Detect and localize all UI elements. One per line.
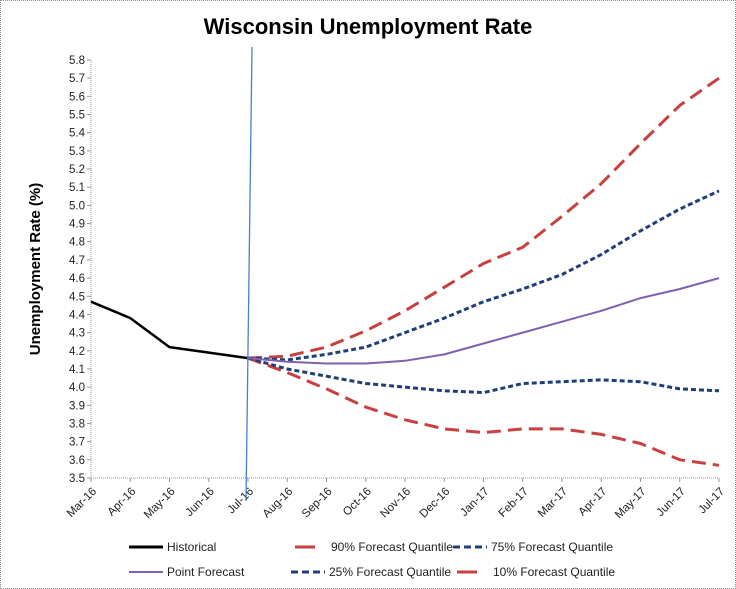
y-tick-label: 5.2 (69, 164, 85, 176)
y-axis-label: Unemployment Rate (%) (27, 183, 44, 356)
x-tick-label: Jun-17 (655, 486, 688, 519)
series-lines (90, 76, 720, 467)
y-tick-label: 4.0 (69, 382, 85, 394)
forecast-start-marker (245, 46, 253, 502)
x-tick-label: Apr-17 (576, 486, 609, 519)
y-tick-label: 4.9 (69, 219, 85, 231)
legend: Historical 90% Forecast Quantile 75% Forec… (129, 540, 615, 579)
x-tick-label: May-17 (613, 486, 649, 522)
y-tick-label: 3.5 (69, 473, 85, 485)
y-tick-label: 4.7 (69, 255, 85, 267)
series-line-75-forecast-quantile (247, 189, 720, 362)
y-tick-label: 4.1 (69, 364, 85, 376)
x-tick-label: Mar-17 (536, 486, 570, 520)
y-tick-label: 5.0 (69, 200, 85, 212)
x-tick-label: Oct-16 (341, 486, 374, 519)
y-tick-label: 5.3 (69, 146, 85, 158)
x-tick-label: Mar-16 (65, 486, 99, 520)
y-tick-label: 5.5 (69, 110, 85, 122)
x-tick-label: Sep-16 (300, 486, 335, 521)
x-tick-labels: Mar-16 Apr-16 May-16 Jun-16 Jul-16 Aug-16 Sep-… (65, 486, 727, 522)
series-line-historical (90, 300, 249, 360)
x-tick-label: Aug-16 (261, 486, 296, 521)
y-tick-label: 5.7 (69, 73, 85, 85)
y-tick-label: 4.3 (69, 328, 85, 340)
x-tick-label: Jul-17 (696, 486, 727, 517)
x-tick-label: Jan-17 (458, 486, 491, 519)
y-tick-label: 3.6 (69, 455, 85, 467)
y-tick-label: 4.6 (69, 273, 85, 285)
axes (87, 59, 720, 482)
y-tick-label: 4.2 (69, 346, 85, 358)
legend-label: 25% Forecast Quantile (329, 565, 451, 579)
series-line-90-forecast-quantile (247, 76, 720, 360)
y-tick-label: 5.4 (69, 128, 86, 140)
legend-label: Historical (167, 540, 216, 554)
legend-label: 90% Forecast Quantile (331, 540, 453, 554)
x-tick-label: Jun-16 (184, 486, 217, 519)
x-tick-label: Nov-16 (378, 486, 413, 521)
y-tick-label: 4.4 (69, 309, 86, 321)
y-tick-label: 5.1 (69, 182, 85, 194)
y-tick-label: 3.7 (69, 437, 85, 449)
x-tick-label: Jul-16 (225, 486, 256, 517)
series-line-10-forecast-quantile (247, 356, 720, 467)
legend-label: 75% Forecast Quantile (491, 540, 613, 554)
forecast-start-line (245, 46, 253, 502)
y-tick-label: 5.6 (69, 91, 85, 103)
y-tick-labels: 3.5 3.6 3.7 3.8 3.9 4.0 4.1 4.2 4.3 4.4 4.5 4.6 4.7 4… (69, 55, 86, 485)
x-tick-label: May-16 (142, 486, 178, 522)
y-tick-label: 3.8 (69, 418, 85, 430)
series-line-point-forecast (247, 277, 720, 365)
x-tick-label: Apr-16 (105, 486, 138, 519)
y-tick-label: 5.8 (69, 55, 85, 67)
chart-title: Wisconsin Unemployment Rate (204, 14, 533, 39)
legend-label: 10% Forecast Quantile (493, 565, 615, 579)
y-tick-label: 4.8 (69, 237, 85, 249)
y-tick-label: 4.5 (69, 291, 85, 303)
x-tick-label: Dec-16 (418, 486, 453, 521)
legend-label: Point Forecast (167, 565, 245, 579)
y-tick-label: 3.9 (69, 400, 85, 412)
series-line-25-forecast-quantile (247, 356, 720, 395)
x-tick-label: Feb-17 (497, 486, 531, 520)
